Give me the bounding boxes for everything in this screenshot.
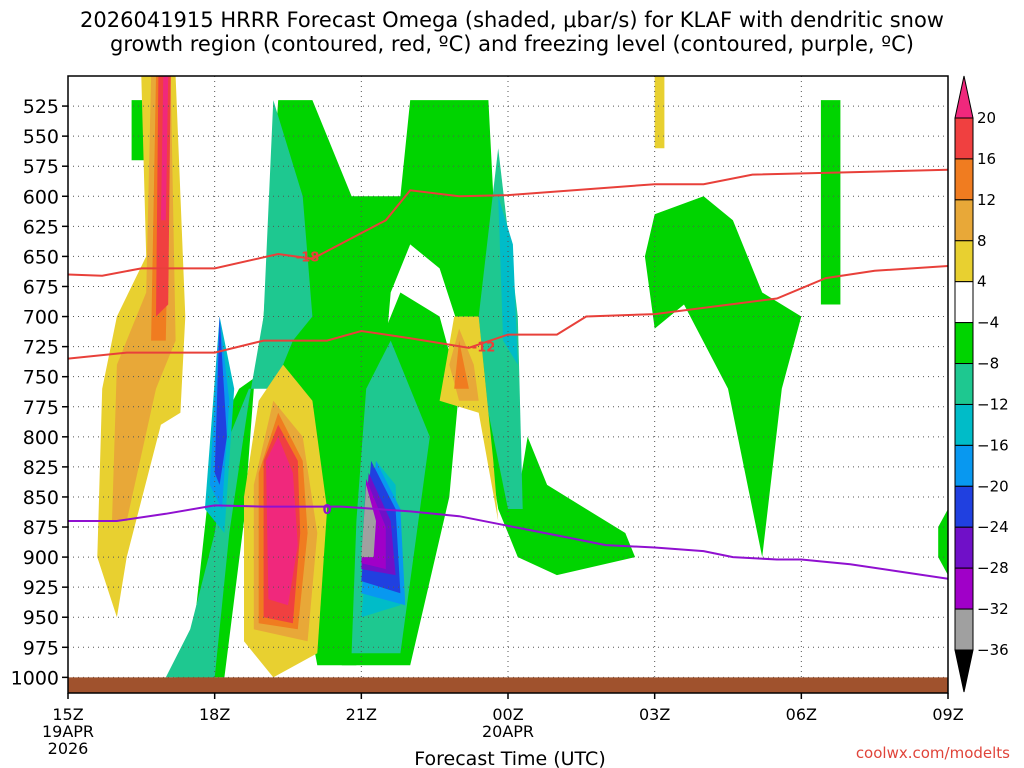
colorbar-box-2 bbox=[954, 199, 974, 242]
omega-region--12-0 bbox=[165, 100, 313, 678]
y-tick-label-525: 525 bbox=[23, 96, 59, 118]
temperature-contours: -18 -12 0 bbox=[68, 168, 948, 580]
y-tick-label-725: 725 bbox=[23, 337, 59, 359]
x-tick-label-06Z: 06Z bbox=[786, 705, 817, 724]
y-tick-label-850: 850 bbox=[23, 487, 59, 509]
colorbar-box-9 bbox=[954, 485, 974, 528]
omega-region--16-2 bbox=[498, 196, 518, 365]
contour-line-0 bbox=[68, 504, 948, 580]
omega-region--24-0 bbox=[214, 316, 227, 485]
x-tick-label-00Z: 00Z bbox=[492, 705, 523, 724]
colorbar-top-arrow bbox=[954, 75, 974, 119]
x-tick-label-18Z: 18Z bbox=[199, 705, 230, 724]
contour-label-0: 0 bbox=[323, 503, 332, 518]
omega-region--12-2 bbox=[478, 148, 523, 509]
x-tick-label-03Z: 03Z bbox=[639, 705, 670, 724]
y-tick-label-675: 675 bbox=[23, 276, 59, 298]
terrain-band bbox=[68, 677, 948, 693]
colorbar-label-11: −28 bbox=[977, 559, 1009, 577]
x-tick-label-09Z: 09Z bbox=[932, 705, 963, 724]
omega-region-12-2 bbox=[454, 340, 469, 389]
colorbar-label-3: 8 bbox=[977, 232, 987, 250]
colorbar-label-4: 4 bbox=[977, 273, 987, 291]
y-tick-label-800: 800 bbox=[23, 427, 59, 449]
colorbar-box-8 bbox=[954, 444, 974, 487]
y-tick-label-875: 875 bbox=[23, 517, 59, 539]
omega-region-20-1 bbox=[266, 436, 298, 606]
omega-region--8-4 bbox=[820, 100, 841, 305]
colorbar-box-6 bbox=[954, 363, 974, 405]
colorbar-label-13: −36 bbox=[977, 641, 1009, 659]
colorbar-box-0 bbox=[954, 117, 974, 160]
colorbar-box-10 bbox=[954, 526, 974, 569]
x-axis-label: Forecast Time (UTC) bbox=[414, 748, 605, 768]
colorbar-label-6: −8 bbox=[977, 355, 999, 373]
y-tick-label-750: 750 bbox=[23, 367, 59, 389]
y-tick-label-1000: 1000 bbox=[11, 667, 59, 689]
y-tick-label-575: 575 bbox=[23, 156, 59, 178]
x-tick-label-15Z: 15Z bbox=[52, 705, 83, 724]
contour-label--18: -18 bbox=[296, 250, 320, 265]
x-tick-year-15Z: 2026 bbox=[48, 739, 89, 758]
y-axis: 525 550 575 600 625 650 675 700 725 750 775 800 825 8… bbox=[11, 96, 68, 689]
y-tick-label-550: 550 bbox=[23, 126, 59, 148]
colorbar-label-0: 20 bbox=[977, 109, 996, 127]
colorbar-label-8: −16 bbox=[977, 436, 1009, 454]
contour-line--12 bbox=[68, 265, 948, 360]
chart-title-line1: 2026041915 HRRR Forecast Omega (shaded, … bbox=[80, 8, 944, 32]
y-tick-label-775: 775 bbox=[23, 397, 59, 419]
omega-region-20-0 bbox=[160, 76, 169, 221]
colorbar-label-10: −24 bbox=[977, 518, 1009, 536]
x-tick-date-15Z: 19APR bbox=[42, 722, 94, 741]
x-tick-date-00Z: 20APR bbox=[482, 722, 534, 741]
grid-lines bbox=[68, 76, 948, 693]
omega-region-4-3 bbox=[654, 76, 665, 149]
y-tick-label-900: 900 bbox=[23, 547, 59, 569]
y-tick-label-600: 600 bbox=[23, 186, 59, 208]
contour-label--12: -12 bbox=[472, 341, 496, 356]
omega-region--36-0 bbox=[361, 484, 376, 558]
colorbar-box-7 bbox=[954, 403, 974, 446]
colorbar-label-5: −4 bbox=[977, 314, 999, 332]
colorbar-box-1 bbox=[954, 158, 974, 201]
colorbar-box-12 bbox=[954, 608, 974, 651]
y-tick-label-825: 825 bbox=[23, 457, 59, 479]
colorbar-label-7: −12 bbox=[977, 395, 1009, 413]
colorbar-box-11 bbox=[954, 567, 974, 610]
colorbar-label-12: −32 bbox=[977, 600, 1009, 618]
colorbar-box-5 bbox=[954, 322, 974, 365]
x-tick-label-21Z: 21Z bbox=[346, 705, 377, 724]
y-tick-label-700: 700 bbox=[23, 307, 59, 329]
colorbar-box-3 bbox=[954, 240, 974, 283]
colorbar-label-2: 12 bbox=[977, 191, 996, 209]
colorbar-label-1: 16 bbox=[977, 150, 996, 168]
y-tick-label-950: 950 bbox=[23, 607, 59, 629]
colorbar: 20 16 12 8 4 −4 −8 −12 −16 −20 −24 −28 −32 −36 bbox=[954, 75, 1009, 693]
colorbar-box-4 bbox=[954, 281, 974, 324]
contour-line--18 bbox=[68, 168, 948, 277]
colorbar-label-9: −20 bbox=[977, 477, 1009, 495]
omega-shading bbox=[97, 76, 948, 678]
y-tick-label-650: 650 bbox=[23, 246, 59, 268]
chart-title-line2: growth region (contoured, red, ºC) and f… bbox=[110, 32, 914, 56]
y-tick-label-975: 975 bbox=[23, 637, 59, 659]
y-tick-label-925: 925 bbox=[23, 577, 59, 599]
colorbar-bottom-arrow bbox=[954, 649, 974, 693]
y-tick-label-625: 625 bbox=[23, 216, 59, 238]
terrain-fill bbox=[68, 677, 948, 693]
credit-link[interactable]: coolwx.com/modelts bbox=[855, 744, 1010, 762]
omega-region--8-5 bbox=[938, 509, 948, 576]
